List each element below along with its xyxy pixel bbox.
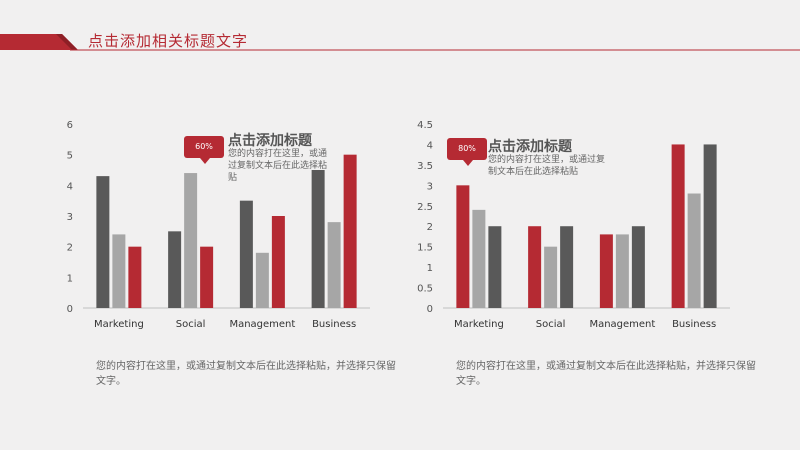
y-tick-label: 4.5 (417, 120, 433, 131)
bar-business-2 (343, 154, 357, 308)
chart-right-svg: 0 0.5 1 1.5 2 2.5 3 3.5 4 4.5 Marketing Social Manag… (417, 120, 730, 330)
y-tick-label: 0 (427, 304, 433, 315)
y-tick-label: 4 (427, 140, 433, 151)
bar-social-2 (560, 226, 574, 308)
x-tick-label: Marketing (454, 319, 504, 330)
bar-business-2 (703, 144, 717, 308)
bar-management-0 (599, 234, 613, 308)
x-tick-label: Marketing (94, 319, 144, 330)
bar-business-1 (327, 222, 341, 308)
header-decoration (0, 34, 800, 51)
y-tick-label: 6 (67, 120, 73, 131)
y-tick-label: 1.5 (417, 243, 433, 254)
bar-marketing-0 (456, 185, 470, 308)
x-tick-label: Management (229, 319, 295, 330)
bar-social-1 (544, 246, 558, 308)
chart-left-svg: 0 1 2 3 4 5 6 Marketing Social Management Business (67, 120, 370, 330)
bar-business-1 (687, 193, 701, 308)
percent-badge: 60% (184, 136, 224, 164)
bar-management-2 (271, 216, 285, 308)
callout-title[interactable]: 点击添加标题 (228, 133, 312, 149)
x-tick-label: Management (589, 319, 655, 330)
x-tick-label: Social (176, 319, 206, 330)
percent-badge: 80% (447, 138, 487, 166)
description-left[interactable]: 您的内容打在这里，或通过复制文本后在此选择粘贴，并选择只保留文字。 (96, 361, 396, 387)
bar-chart-right: 0 0.5 1 1.5 2 2.5 3 3.5 4 4.5 Marketing Social Manag… (415, 112, 735, 337)
y-tick-label: 0 (67, 304, 73, 315)
y-tick-label: 2 (427, 222, 433, 233)
bar-business-0 (311, 170, 325, 308)
y-tick-label: 1 (427, 263, 433, 274)
bar-management-2 (631, 226, 645, 308)
y-tick-label: 2 (67, 243, 73, 254)
y-tick-label: 3 (67, 212, 73, 223)
y-tick-label: 1 (67, 273, 73, 284)
bar-social-0 (168, 231, 182, 308)
bar-social-1 (184, 173, 198, 308)
y-tick-label: 5 (67, 151, 73, 162)
bar-marketing-2 (488, 226, 502, 308)
bar-marketing-1 (472, 209, 486, 308)
x-tick-label: Business (672, 319, 716, 330)
callout-body[interactable]: 您的内容打在这里，或通过复制文本后在此选择粘贴 (228, 149, 328, 183)
callout-body[interactable]: 您的内容打在这里，或通过复制文本后在此选择粘贴 (488, 155, 606, 177)
bar-chart-left: 0 1 2 3 4 5 6 Marketing Social Management Business (55, 112, 375, 337)
bar-management-1 (615, 234, 629, 308)
bar-marketing-1 (112, 234, 126, 308)
x-tick-label: Business (312, 319, 356, 330)
bar-business-0 (671, 144, 685, 308)
bar-social-0 (528, 226, 542, 308)
bar-management-1 (255, 252, 269, 308)
x-tick-label: Social (536, 319, 566, 330)
bar-social-2 (200, 246, 214, 308)
y-tick-label: 3 (427, 181, 433, 192)
description-right[interactable]: 您的内容打在这里，或通过复制文本后在此选择粘贴，并选择只保留文字。 (456, 361, 756, 387)
y-tick-label: 0.5 (417, 284, 433, 295)
bar-marketing-0 (96, 176, 110, 308)
y-tick-label: 4 (67, 181, 73, 192)
header-bar: 点击添加相关标题文字 (0, 0, 800, 60)
page-title: 点击添加相关标题文字 (88, 32, 249, 50)
callout-title[interactable]: 点击添加标题 (488, 139, 572, 155)
y-tick-label: 3.5 (417, 161, 433, 172)
y-tick-label: 2.5 (417, 202, 433, 213)
bar-management-0 (239, 200, 253, 308)
bar-marketing-2 (128, 246, 142, 308)
